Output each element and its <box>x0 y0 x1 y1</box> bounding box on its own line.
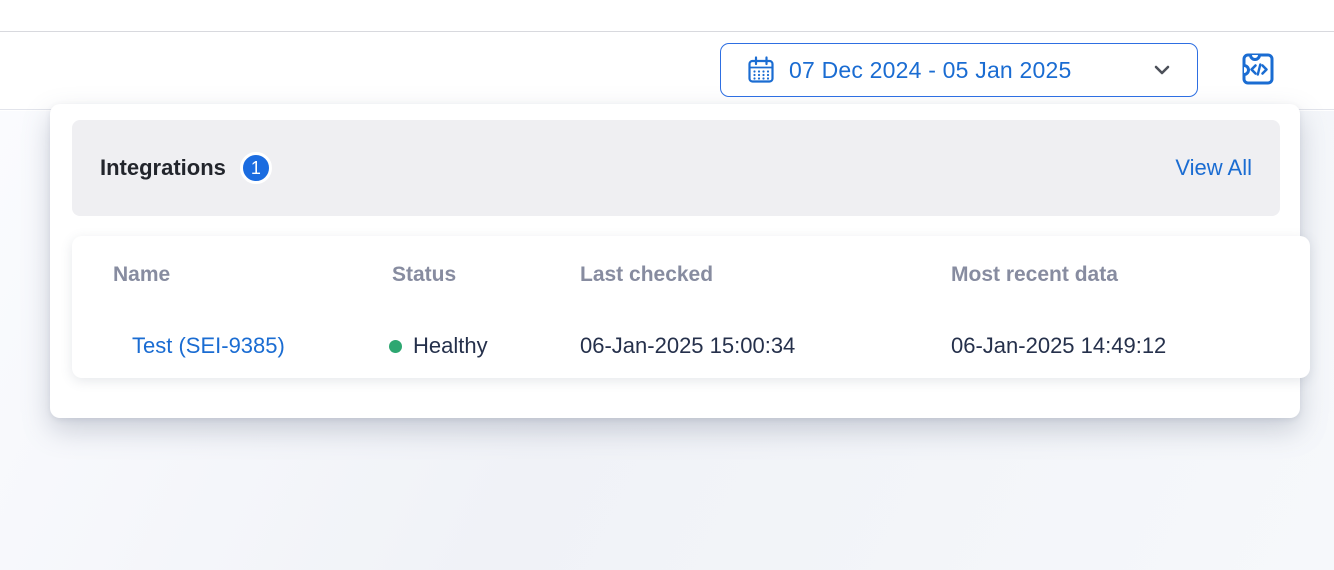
column-header-most-recent: Most recent data <box>951 263 1118 286</box>
status-cell: Healthy <box>389 333 488 359</box>
chevron-down-icon <box>1151 59 1173 81</box>
column-header-last-checked: Last checked <box>580 263 714 286</box>
view-all-link[interactable]: View All <box>1175 155 1252 180</box>
integrations-table-card: Name Status Last checked Most recent dat… <box>72 236 1310 378</box>
integrations-count-badge: 1 <box>239 152 272 184</box>
integrations-title: Integrations <box>100 155 226 180</box>
date-range-picker-button[interactable]: 07 Dec 2024 - 05 Jan 2025 <box>720 43 1198 97</box>
most-recent-data-value: 06-Jan-2025 14:49:12 <box>951 333 1167 358</box>
integration-name-link[interactable]: Test (SEI-9385) <box>132 333 285 358</box>
status-label: Healthy <box>413 333 488 358</box>
calendar-icon <box>745 54 777 86</box>
column-header-status: Status <box>392 263 457 286</box>
integrations-panel-header: Integrations 1 View All <box>72 120 1280 216</box>
integrations-dropdown-panel: Integrations 1 View All Name Status Last… <box>50 104 1310 418</box>
status-dot <box>389 339 402 353</box>
column-header-name: Name <box>113 263 171 286</box>
top-strip <box>0 0 1334 32</box>
code-ticket-icon[interactable] <box>1238 49 1278 89</box>
last-checked-value: 06-Jan-2025 15:00:34 <box>580 333 796 358</box>
date-range-label: 07 Dec 2024 - 05 Jan 2025 <box>789 56 1072 83</box>
